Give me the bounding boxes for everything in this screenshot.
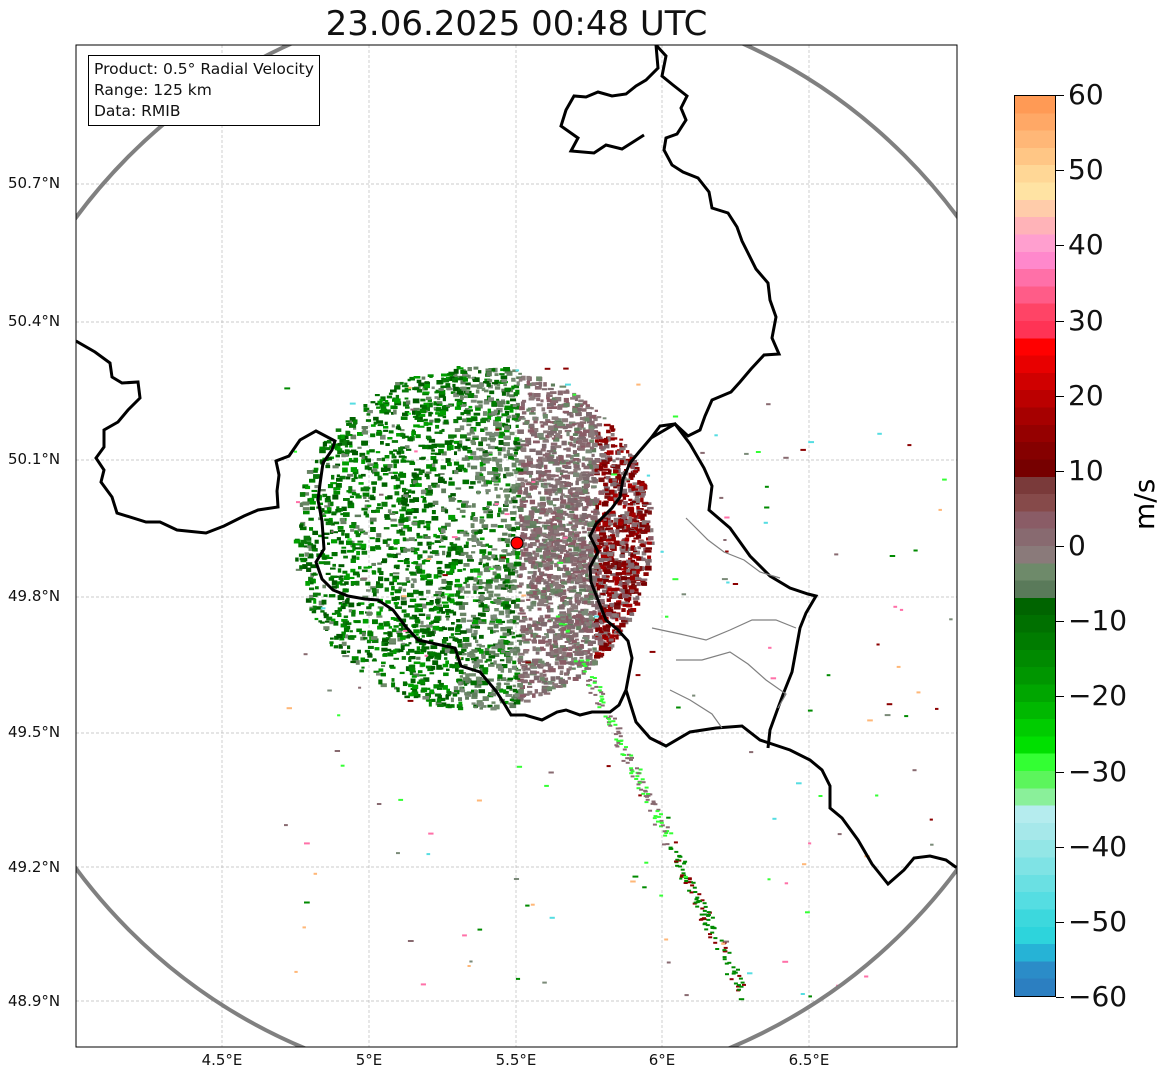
country-borders bbox=[76, 45, 957, 887]
map-title: 23.06.2025 00:48 UTC bbox=[325, 4, 708, 44]
info-product: Product: 0.5° Radial Velocity bbox=[94, 60, 314, 78]
colorbar-tick-label: 40 bbox=[1068, 228, 1104, 262]
colorbar-tick-label: −50 bbox=[1068, 904, 1128, 938]
lon-tick-label: 6°E bbox=[648, 1051, 676, 1069]
colorbar-tick-mark bbox=[1056, 470, 1064, 472]
lat-tick-label: 49.8°N bbox=[8, 587, 61, 605]
colorbar-tick-label: −20 bbox=[1068, 679, 1128, 713]
colorbar-tick-label: −10 bbox=[1068, 604, 1128, 638]
border-luxembourg-germany bbox=[650, 422, 819, 749]
region-border-4 bbox=[669, 689, 723, 729]
colorbar-tick-label: 50 bbox=[1068, 153, 1104, 187]
colorbar-tick-label: −40 bbox=[1068, 829, 1128, 863]
radar-site-marker bbox=[510, 536, 524, 550]
region-border-1 bbox=[685, 517, 781, 579]
lon-tick-label: 6.5°E bbox=[788, 1051, 830, 1069]
colorbar-tick-mark bbox=[1056, 696, 1064, 698]
colorbar-tick-label: 20 bbox=[1068, 378, 1104, 412]
colorbar-tick-mark bbox=[1056, 997, 1064, 998]
colorbar-tick-label: 0 bbox=[1068, 529, 1086, 562]
colorbar-tick-mark bbox=[1056, 921, 1064, 923]
region-border-3 bbox=[676, 651, 787, 709]
region-border-2 bbox=[651, 619, 797, 641]
product-info-box: Product: 0.5° Radial Velocity Range: 125… bbox=[88, 55, 320, 126]
lat-tick-label: 48.9°N bbox=[8, 992, 61, 1010]
colorbar-tick-mark bbox=[1056, 320, 1064, 322]
colorbar-tick-mark bbox=[1056, 621, 1064, 623]
colorbar-tick-label: 30 bbox=[1068, 303, 1104, 337]
border-belgium-luxembourg-east bbox=[559, 45, 660, 155]
colorbar-tick-mark bbox=[1056, 170, 1064, 172]
colorbar-tick-mark bbox=[1056, 546, 1064, 547]
colorbar-tick-mark bbox=[1056, 395, 1064, 397]
colorbar-tick-label: −60 bbox=[1068, 980, 1128, 1013]
lat-tick-label: 49.5°N bbox=[8, 723, 61, 741]
colorbar-tick-mark bbox=[1056, 95, 1064, 96]
lon-tick-label: 4.5°E bbox=[201, 1051, 243, 1069]
colorbar-tick-label: 60 bbox=[1068, 78, 1104, 111]
colorbar-tick-mark bbox=[1056, 771, 1064, 773]
lat-tick-label: 50.1°N bbox=[8, 450, 61, 468]
velocity-colorbar bbox=[1014, 95, 1056, 997]
info-data-source: Data: RMIB bbox=[94, 102, 181, 120]
lat-tick-label: 50.4°N bbox=[8, 312, 61, 330]
lon-tick-label: 5.5°E bbox=[495, 1051, 537, 1069]
colorbar-tick-mark bbox=[1056, 846, 1064, 848]
border-france-germany bbox=[624, 689, 957, 887]
radar-echoes bbox=[284, 366, 953, 1001]
colorbar-tick-label: −30 bbox=[1068, 754, 1128, 788]
colorbar-tick-label: 10 bbox=[1068, 453, 1104, 487]
region-borders bbox=[651, 517, 797, 729]
border-belgium-france-north bbox=[76, 45, 782, 722]
lat-tick-label: 50.7°N bbox=[8, 174, 61, 192]
lon-tick-label: 5°E bbox=[355, 1051, 383, 1069]
lat-tick-label: 49.2°N bbox=[8, 858, 61, 876]
info-range: Range: 125 km bbox=[94, 81, 212, 99]
colorbar-unit-label: m/s bbox=[1128, 478, 1161, 530]
colorbar-tick-mark bbox=[1056, 245, 1064, 247]
